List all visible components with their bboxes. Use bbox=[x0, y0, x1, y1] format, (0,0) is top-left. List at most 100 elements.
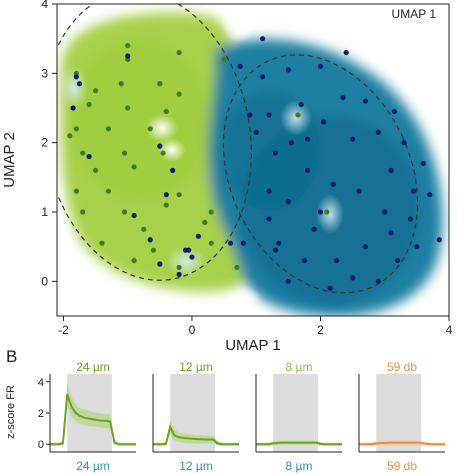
x-tick-label: 2 bbox=[317, 323, 324, 337]
scatter-point-blue bbox=[362, 244, 369, 250]
scatter-point-green bbox=[73, 188, 79, 194]
panel-bottom-label: 59 db bbox=[387, 459, 417, 473]
scatter-point-blue bbox=[330, 181, 336, 187]
scatter-point-green bbox=[221, 56, 227, 63]
scatter-point-blue bbox=[285, 199, 291, 205]
scatter-point-blue bbox=[147, 237, 153, 243]
scatter-point-blue bbox=[343, 49, 349, 56]
scatter-point-blue bbox=[350, 275, 356, 281]
scatter-point-blue bbox=[125, 53, 131, 59]
scatter-point-blue bbox=[388, 230, 394, 236]
mean-trace bbox=[153, 424, 239, 446]
panel-title: 12 µm bbox=[179, 360, 213, 374]
scatter-point-green bbox=[150, 247, 156, 253]
scatter-point-green bbox=[125, 43, 131, 49]
axes-a: -2 0 2 4 0 1 2 3 4 bbox=[41, 0, 452, 337]
scatter-point-green bbox=[141, 226, 147, 232]
x-tick-label: 4 bbox=[446, 323, 453, 337]
panel-y-tick-label: 0 bbox=[38, 439, 44, 451]
scatter-point-blue bbox=[176, 271, 182, 277]
scatter-point-blue bbox=[131, 212, 137, 219]
scatter-point-blue bbox=[414, 244, 420, 250]
scatter-point-blue bbox=[301, 257, 308, 264]
y-tick-label: 2 bbox=[41, 136, 48, 150]
scatter-point-blue bbox=[388, 167, 394, 173]
trace-panel: 24 µm 24 µm 0 2 4 bbox=[38, 360, 136, 473]
scatter-point-green bbox=[176, 192, 182, 198]
scatter-point-blue bbox=[157, 261, 163, 267]
scatter-point-green bbox=[86, 101, 92, 108]
scatter-point-green bbox=[125, 105, 131, 111]
panel-y-tick-label: 4 bbox=[38, 377, 44, 389]
scatter-point-green bbox=[208, 240, 214, 246]
trace-panel: 8 µm 8 µm bbox=[255, 360, 342, 473]
scatter-point-green bbox=[121, 209, 128, 215]
scatter-point-blue bbox=[298, 101, 304, 108]
scatter-point-blue bbox=[317, 63, 324, 69]
panel-title: 59 db bbox=[387, 360, 417, 374]
scatter-point-blue bbox=[240, 240, 246, 246]
plot-frame-a bbox=[56, 3, 450, 317]
scatter-point-blue bbox=[362, 98, 369, 104]
scatter-point-green bbox=[176, 91, 182, 97]
scatter-point-blue bbox=[321, 119, 327, 125]
scatter-point-green bbox=[105, 188, 112, 194]
scatter-point-green bbox=[99, 240, 105, 246]
scatter-point-blue bbox=[411, 188, 417, 194]
mean-trace bbox=[359, 441, 445, 446]
scatter-point-blue bbox=[247, 112, 253, 118]
scatter-point-blue bbox=[227, 240, 234, 246]
mean-trace bbox=[50, 393, 136, 446]
scatter-points bbox=[67, 36, 442, 291]
cluster-outlines bbox=[57, 4, 419, 294]
scatter-point-green bbox=[92, 88, 99, 94]
scatter-point-green bbox=[163, 108, 169, 115]
scatter-point-blue bbox=[76, 81, 83, 87]
scatter-point-blue bbox=[401, 140, 407, 146]
scatter-point-green bbox=[147, 126, 153, 132]
scatter-point-green bbox=[234, 264, 240, 271]
scatter-point-blue bbox=[327, 285, 333, 291]
scatter-point-blue bbox=[356, 188, 362, 194]
scatter-point-blue bbox=[195, 233, 201, 239]
cluster-ellipse bbox=[222, 54, 419, 294]
scatter-point-blue bbox=[157, 143, 163, 149]
scatter-point-green bbox=[80, 209, 86, 215]
scatter-point-blue bbox=[70, 105, 76, 111]
x-tick-label: -2 bbox=[58, 323, 69, 337]
scatter-point-green bbox=[157, 81, 163, 87]
scatter-point-green bbox=[73, 126, 79, 132]
scatter-point-blue bbox=[340, 95, 346, 101]
scatter-point-blue bbox=[260, 36, 266, 42]
scatter-point-green bbox=[67, 133, 73, 139]
scatter-point-green bbox=[176, 49, 182, 56]
scatter-point-green bbox=[118, 81, 124, 87]
scatter-point-blue bbox=[73, 74, 79, 80]
scatter-point-blue bbox=[305, 167, 311, 173]
y-tick-label: 4 bbox=[41, 0, 48, 11]
panel-bottom-label: 24 µm bbox=[76, 459, 110, 473]
scatter-point-blue bbox=[288, 140, 295, 146]
scatter-point-green bbox=[176, 264, 182, 271]
trace-panel: 59 db 59 db bbox=[358, 360, 445, 473]
scatter-point-blue bbox=[285, 67, 291, 73]
panel-title: 24 µm bbox=[76, 360, 110, 374]
cluster-ellipse bbox=[57, 4, 252, 281]
scatter-point-blue bbox=[182, 247, 189, 253]
scatter-point-blue bbox=[420, 160, 426, 167]
scatter-point-green bbox=[80, 150, 86, 156]
scatter-point-blue bbox=[391, 108, 397, 115]
trace-panel: 12 µm 12 µm bbox=[152, 360, 239, 473]
scatter-point-green bbox=[324, 209, 330, 215]
scatter-point-blue bbox=[436, 237, 442, 243]
stimulus-window bbox=[376, 374, 421, 452]
scatter-point-blue bbox=[285, 278, 291, 284]
error-band bbox=[50, 383, 136, 446]
scatter-point-blue bbox=[333, 257, 340, 264]
scatter-point-blue bbox=[170, 167, 176, 173]
scatter-point-blue bbox=[350, 136, 356, 142]
scatter-point-blue bbox=[86, 153, 92, 160]
scatter-point-blue bbox=[375, 129, 381, 135]
